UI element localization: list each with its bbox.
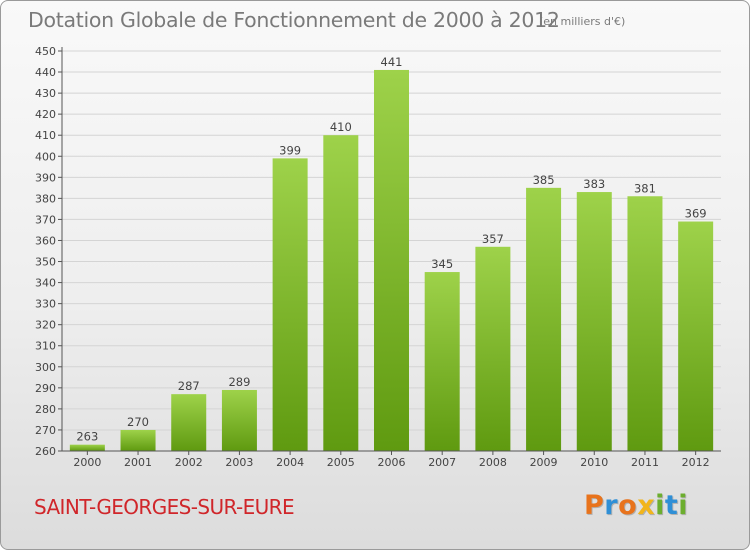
- y-tick-label: 360: [35, 234, 56, 247]
- x-tick-label: 2009: [530, 456, 558, 469]
- y-tick-label: 450: [35, 45, 56, 58]
- x-tick-label: 2005: [327, 456, 355, 469]
- bar-2004: [272, 158, 308, 452]
- x-tick-label: 2011: [631, 456, 659, 469]
- data-label: 441: [381, 55, 403, 69]
- axes: 260 270 280 290 300 310 320 330 340 350 360 370 380 3…: [35, 45, 721, 469]
- y-tick-label: 300: [35, 361, 56, 374]
- y-tick-label: 330: [35, 298, 56, 311]
- data-label: 369: [685, 207, 707, 221]
- data-label: 287: [178, 379, 200, 393]
- y-tick-label: 260: [35, 445, 56, 458]
- y-tick-label: 380: [35, 192, 56, 205]
- y-tick-label: 280: [35, 403, 56, 416]
- bar-2002: [171, 394, 207, 451]
- logo-letter: o: [618, 490, 638, 521]
- y-tick-label: 440: [35, 66, 56, 79]
- y-tick-label: 370: [35, 213, 56, 226]
- y-tick-label: 350: [35, 256, 56, 269]
- logo-letter: i: [655, 490, 665, 521]
- x-tick-label: 2007: [428, 456, 456, 469]
- y-tick-label: 410: [35, 129, 56, 142]
- data-label: 357: [482, 232, 504, 246]
- x-tick-label: 2000: [73, 456, 101, 469]
- logo-letter: i: [678, 490, 689, 521]
- logo-letter: P: [584, 490, 605, 521]
- y-tick-label: 430: [35, 87, 56, 100]
- bar-2008: [475, 246, 511, 451]
- bars: 263 270 287 289 399 410 441 345 357 385 383 381 369: [69, 55, 714, 452]
- y-tick-label: 310: [35, 340, 56, 353]
- y-tick-label: 320: [35, 319, 56, 332]
- x-tick-label: 2001: [124, 456, 152, 469]
- y-tick-label: 420: [35, 108, 56, 121]
- y-tick-label: 290: [35, 382, 56, 395]
- logo-letter: t: [664, 490, 679, 521]
- data-label: 270: [127, 415, 149, 429]
- y-tick-label: 390: [35, 171, 56, 184]
- bar-2006: [374, 69, 409, 452]
- data-label: 289: [228, 375, 250, 389]
- chart-subtitle: (en milliers d'€): [539, 15, 626, 28]
- x-tick-label: 2002: [175, 456, 203, 469]
- x-tick-label: 2010: [580, 456, 608, 469]
- bar-2000: [69, 444, 105, 451]
- commune-name: SAINT-GEORGES-SUR-EURE: [34, 495, 295, 519]
- x-tick-label: 2006: [378, 456, 406, 469]
- data-label: 399: [279, 143, 301, 157]
- y-tick-label: 340: [35, 277, 56, 290]
- bar-2005: [323, 135, 359, 452]
- data-label: 263: [76, 430, 98, 444]
- data-label: 345: [431, 257, 453, 271]
- bar-2011: [627, 196, 663, 451]
- data-label: 383: [583, 177, 605, 191]
- bar-2012: [678, 221, 714, 451]
- logo-letter: x: [637, 490, 656, 521]
- x-tick-label: 2003: [225, 456, 253, 469]
- bar-2009: [526, 187, 562, 451]
- y-tick-label: 270: [35, 424, 56, 437]
- logo-letter: r: [604, 490, 619, 521]
- data-label: 385: [533, 173, 555, 187]
- x-tick-label: 2008: [479, 456, 507, 469]
- data-label: 410: [330, 120, 352, 134]
- x-tick-label: 2012: [682, 456, 710, 469]
- bar-2010: [576, 192, 612, 452]
- chart-title: Dotation Globale de Fonctionnement de 20…: [28, 8, 560, 32]
- x-tick-label: 2004: [276, 456, 304, 469]
- bar-2003: [221, 389, 257, 451]
- data-label: 381: [634, 181, 656, 195]
- proxiti-logo: Proxiti: [584, 490, 688, 521]
- bar-2001: [120, 429, 156, 451]
- bar-2007: [424, 272, 460, 451]
- y-tick-label: 400: [35, 150, 56, 163]
